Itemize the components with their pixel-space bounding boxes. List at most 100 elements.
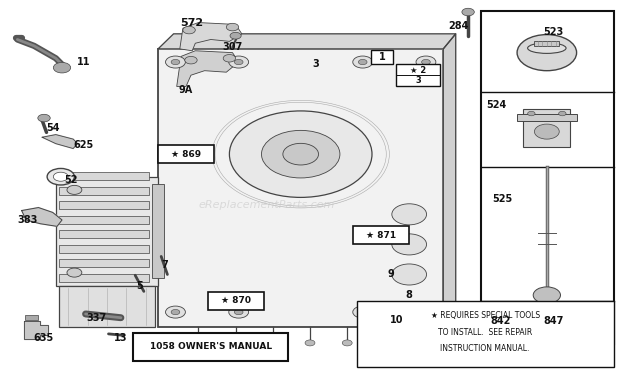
Bar <box>59 286 155 327</box>
Circle shape <box>422 59 430 65</box>
Bar <box>356 301 614 367</box>
Ellipse shape <box>528 43 566 53</box>
Circle shape <box>183 26 195 34</box>
Text: 847: 847 <box>544 317 564 326</box>
Bar <box>480 11 614 344</box>
Text: 9A: 9A <box>179 85 193 95</box>
Circle shape <box>47 168 74 185</box>
Circle shape <box>353 306 373 318</box>
Circle shape <box>392 264 427 285</box>
Circle shape <box>416 306 436 318</box>
Text: 8: 8 <box>405 290 413 300</box>
Polygon shape <box>443 34 456 327</box>
Text: 337: 337 <box>86 313 106 323</box>
Bar <box>59 187 149 195</box>
Circle shape <box>358 59 367 65</box>
Circle shape <box>53 172 68 181</box>
Circle shape <box>517 35 577 71</box>
Circle shape <box>416 56 436 68</box>
Circle shape <box>392 234 427 255</box>
Text: ★ REQUIRES SPECIAL TOOLS: ★ REQUIRES SPECIAL TOOLS <box>430 311 540 320</box>
Bar <box>396 64 440 86</box>
Bar <box>517 114 577 121</box>
Text: 383: 383 <box>18 215 38 225</box>
Polygon shape <box>180 23 242 51</box>
Circle shape <box>528 111 535 116</box>
Text: 13: 13 <box>114 334 128 343</box>
Circle shape <box>226 23 239 31</box>
Text: ★ 870: ★ 870 <box>221 296 250 305</box>
Bar <box>353 226 409 244</box>
Polygon shape <box>22 208 62 226</box>
Circle shape <box>171 309 180 315</box>
Circle shape <box>533 287 560 303</box>
Text: 1058 OWNER'S MANUAL: 1058 OWNER'S MANUAL <box>150 343 272 351</box>
Text: TO INSTALL.  SEE REPAIR: TO INSTALL. SEE REPAIR <box>438 328 533 337</box>
Bar <box>59 201 149 209</box>
Text: 523: 523 <box>544 27 564 37</box>
Bar <box>59 172 149 180</box>
Circle shape <box>305 340 315 346</box>
Circle shape <box>268 340 278 346</box>
Circle shape <box>166 306 185 318</box>
Circle shape <box>234 59 243 65</box>
Circle shape <box>499 315 526 332</box>
Text: 284: 284 <box>449 21 469 31</box>
Circle shape <box>392 204 427 225</box>
Circle shape <box>559 111 566 116</box>
Polygon shape <box>177 51 239 86</box>
Text: INSTRUCTION MANUAL.: INSTRUCTION MANUAL. <box>440 344 530 353</box>
Text: ★ 871: ★ 871 <box>366 230 396 240</box>
Text: 307: 307 <box>223 42 242 52</box>
Circle shape <box>223 55 236 62</box>
Bar <box>158 145 214 163</box>
Text: ★ 869: ★ 869 <box>171 150 201 159</box>
Circle shape <box>171 59 180 65</box>
Text: 54: 54 <box>46 123 60 133</box>
Polygon shape <box>24 321 48 339</box>
Bar <box>59 259 149 267</box>
Circle shape <box>53 62 71 73</box>
Circle shape <box>507 320 519 327</box>
Circle shape <box>534 124 559 139</box>
Circle shape <box>38 114 50 122</box>
Circle shape <box>67 268 82 277</box>
Text: ★ 2: ★ 2 <box>410 66 426 75</box>
Circle shape <box>166 56 185 68</box>
Text: 842: 842 <box>491 317 511 326</box>
Bar <box>59 274 149 282</box>
Circle shape <box>422 309 430 315</box>
Text: 572: 572 <box>180 18 204 27</box>
Text: 3: 3 <box>415 76 421 85</box>
Bar <box>484 303 546 341</box>
Bar <box>534 41 559 46</box>
Bar <box>56 177 158 286</box>
Bar <box>208 292 264 310</box>
Circle shape <box>230 32 241 39</box>
Bar <box>25 315 38 320</box>
Text: 525: 525 <box>492 194 512 204</box>
Text: 625: 625 <box>74 140 94 150</box>
Circle shape <box>353 56 373 68</box>
Text: 7: 7 <box>161 260 167 270</box>
Circle shape <box>569 316 594 331</box>
Text: 9: 9 <box>388 270 394 279</box>
Text: 5: 5 <box>136 281 143 291</box>
Text: 11: 11 <box>77 57 91 67</box>
Circle shape <box>67 185 82 194</box>
Bar <box>152 184 164 278</box>
Text: 635: 635 <box>33 334 53 343</box>
Text: 52: 52 <box>64 176 78 185</box>
Circle shape <box>462 8 474 16</box>
Bar <box>547 303 610 341</box>
Circle shape <box>379 340 389 346</box>
Circle shape <box>262 130 340 178</box>
Circle shape <box>229 111 372 197</box>
Circle shape <box>234 309 243 315</box>
Circle shape <box>229 56 249 68</box>
Circle shape <box>229 306 249 318</box>
Bar <box>133 333 288 361</box>
Text: 1: 1 <box>379 52 385 62</box>
Polygon shape <box>158 34 456 49</box>
Circle shape <box>185 56 197 64</box>
